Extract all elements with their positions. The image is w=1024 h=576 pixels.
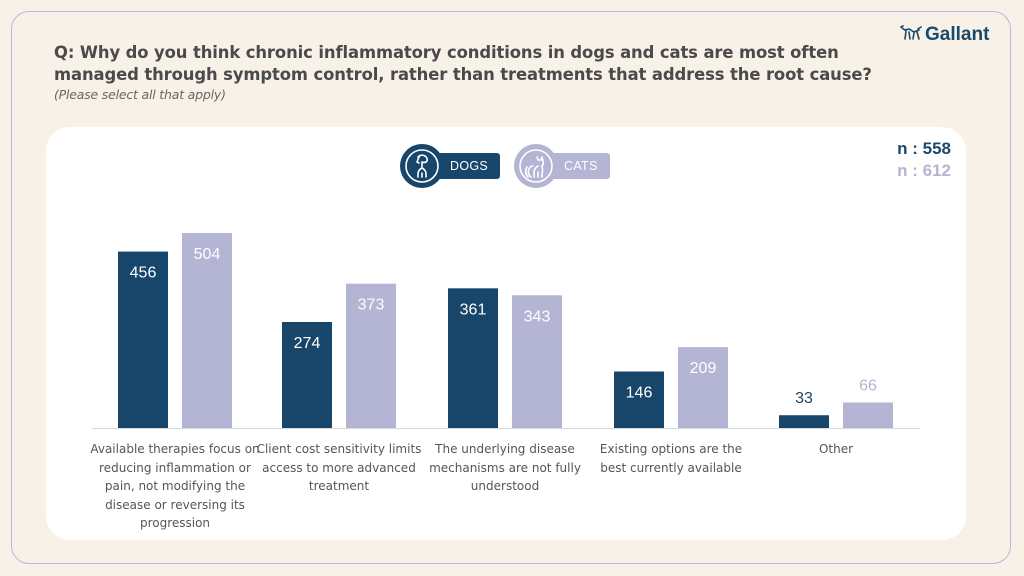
bar-cats-0 [182, 233, 232, 428]
question-note: (Please select all that apply) [54, 87, 226, 102]
sample-size-cats: n : 612 [897, 161, 951, 180]
legend-cats: CATS [514, 143, 610, 189]
data-label-cats-3: 209 [690, 360, 717, 377]
sample-size-dogs: n : 558 [897, 139, 951, 158]
bar-dogs-4 [779, 415, 829, 428]
x-tick-label-3: Existing options are the best currently … [599, 442, 743, 475]
data-label-dogs-0: 456 [130, 265, 157, 282]
legend-dogs: DOGS [400, 143, 501, 189]
bar-dogs-2 [448, 288, 498, 428]
data-label-dogs-3: 146 [626, 385, 653, 402]
slide-frame [11, 11, 1011, 564]
dog-cat-logo-icon [900, 25, 922, 45]
data-label-cats-0: 504 [194, 246, 221, 263]
data-label-dogs-4: 33 [795, 390, 813, 407]
data-label-cats-2: 343 [524, 308, 551, 325]
x-tick-label-1: Client cost sensitivity limits access to… [256, 442, 422, 493]
brand-name: Gallant [925, 24, 990, 45]
bar-cats-1 [346, 283, 396, 428]
dog-icon [400, 144, 444, 188]
x-tick-label-2: The underlying disease mechanisms are no… [429, 442, 581, 493]
question-title: Q: Why do you think chronic inflammatory… [54, 43, 872, 84]
bar-dogs-0 [118, 251, 168, 428]
cat-icon [514, 144, 558, 188]
bar-dogs-3 [614, 371, 664, 428]
data-label-dogs-1: 274 [294, 335, 321, 352]
bar-dogs-1 [282, 321, 332, 428]
x-tick-label-4: Other [818, 442, 854, 456]
data-label-dogs-2: 361 [460, 301, 487, 318]
data-label-cats-4: 66 [859, 377, 877, 394]
bar-cats-3 [678, 347, 728, 428]
x-tick-label-0: Available therapies focus on reducing in… [90, 442, 260, 530]
data-label-cats-1: 373 [358, 297, 385, 314]
bar-cats-4 [843, 402, 893, 428]
brand-logo: Gallant [900, 24, 989, 46]
bar-cats-2 [512, 295, 562, 428]
